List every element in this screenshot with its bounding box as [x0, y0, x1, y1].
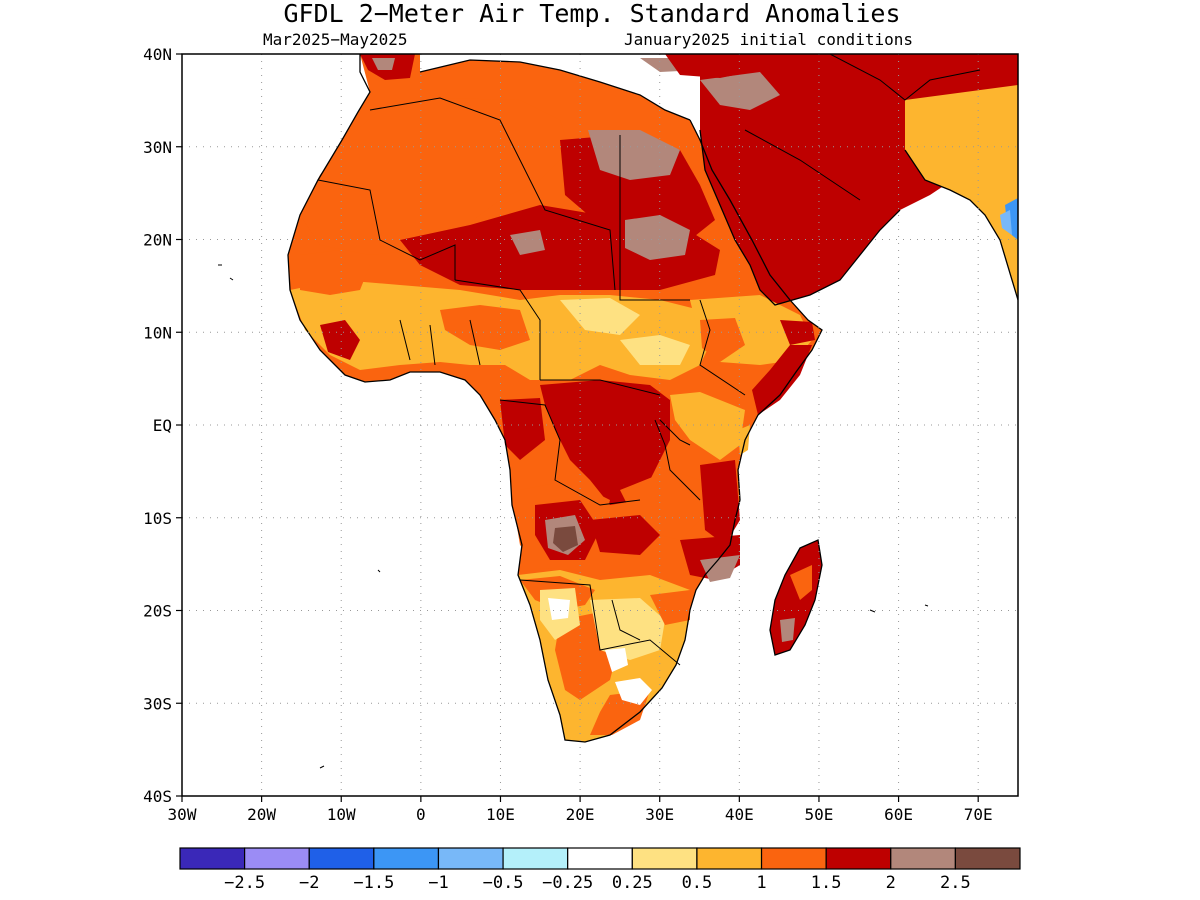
lon-tick-label: 10W [327, 805, 356, 824]
legend-swatch [696, 847, 763, 870]
lat-tick-label: 40S [143, 787, 172, 806]
legend-swatch [825, 847, 892, 870]
legend-label: −0.25 [542, 873, 593, 893]
color-legend: −2.5 −2 −1.5 −1 −0.5 −0.25 0.25 0.5 1 1.5 2 2.5 [179, 847, 1021, 893]
legend-swatch [760, 847, 827, 870]
legend-label: 0.5 [682, 873, 713, 893]
legend-label: −2.5 [224, 873, 265, 893]
legend-swatch [179, 847, 246, 870]
legend-swatch [502, 847, 569, 870]
lat-tick-label: 10N [143, 323, 172, 342]
legend-swatch [437, 847, 504, 870]
legend-swatch [244, 847, 310, 870]
initial-conditions-subtitle: January2025 initial conditions [624, 30, 913, 49]
legend-label: −0.5 [483, 873, 524, 893]
india-landmass [905, 85, 1018, 300]
legend-label: 2 [886, 873, 896, 893]
legend-swatch [308, 847, 375, 870]
legend-label: −1.5 [353, 873, 394, 893]
lon-tick-label: 0 [416, 805, 426, 824]
lat-tick-label: 30S [143, 694, 172, 713]
figure-title: GFDL 2−Meter Air Temp. Standard Anomalie… [283, 0, 900, 28]
lon-tick-label: 30E [645, 805, 674, 824]
lon-tick-label: 30W [168, 805, 197, 824]
longitude-axis: 30W 20W 10W 0 10E 20E 30E 40E 50E 60E 70E [168, 796, 993, 824]
legend-swatch [890, 847, 956, 870]
gridlines [182, 54, 1018, 796]
legend-label: 1 [756, 873, 766, 893]
lat-tick-label: 20S [143, 602, 172, 621]
lon-tick-label: 70E [964, 805, 993, 824]
coastline-layer [218, 54, 1018, 769]
lon-tick-label: 10E [486, 805, 515, 824]
legend-label: 0.25 [612, 873, 653, 893]
lon-tick-label: 60E [884, 805, 913, 824]
legend-swatch [373, 847, 440, 870]
lon-tick-label: 20E [566, 805, 595, 824]
lat-tick-label: 20N [143, 231, 172, 250]
legend-swatch [954, 847, 1021, 870]
latitude-axis: 40N 30N 20N 10N EQ 10S 20S 30S 40S [143, 45, 182, 806]
lat-tick-label: 30N [143, 138, 172, 157]
lat-tick-label: 40N [143, 45, 172, 64]
legend-swatch [631, 847, 698, 870]
lat-tick-label: EQ [153, 416, 172, 435]
legend-label: −1 [428, 873, 448, 893]
lon-tick-label: 50E [804, 805, 833, 824]
legend-label: −2 [299, 873, 319, 893]
legend-swatch [567, 847, 633, 870]
lon-tick-label: 40E [725, 805, 754, 824]
legend-label: 1.5 [811, 873, 842, 893]
legend-label: 2.5 [940, 873, 971, 893]
season-subtitle: Mar2025−May2025 [263, 30, 408, 49]
map-area [182, 54, 1018, 796]
lon-tick-label: 20W [247, 805, 276, 824]
lat-tick-label: 10S [143, 509, 172, 528]
